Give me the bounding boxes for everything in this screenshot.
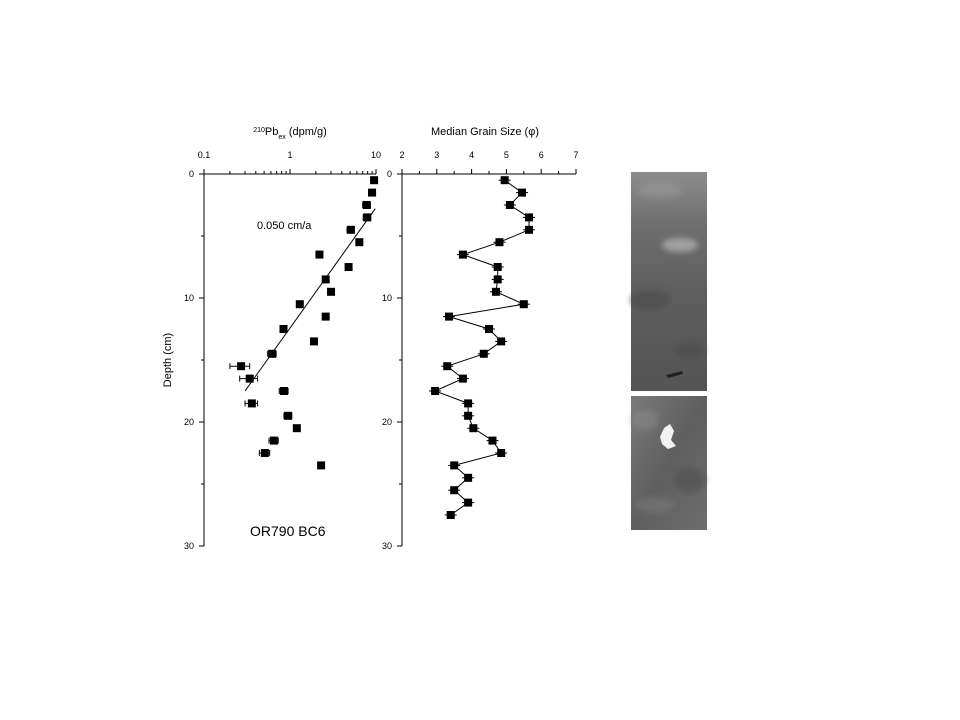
gs-data-point bbox=[464, 399, 473, 408]
gs-data-point bbox=[458, 374, 467, 383]
pb-data-point bbox=[260, 449, 269, 457]
gs-data-point bbox=[525, 213, 534, 222]
grain-size-marks bbox=[429, 176, 536, 519]
pb-data-point bbox=[363, 213, 372, 222]
core-label: OR790 BC6 bbox=[250, 523, 326, 539]
gs-data-point bbox=[446, 511, 455, 519]
gs-data-point bbox=[464, 411, 473, 420]
gs-data-point bbox=[493, 263, 502, 271]
gs-y-tick-label: 30 bbox=[382, 541, 392, 551]
gs-data-point bbox=[444, 312, 453, 321]
gs-x-tick-label: 5 bbox=[504, 150, 509, 160]
gs-series-line bbox=[433, 179, 530, 516]
grain-size-axis-title: Median Grain Size (φ) bbox=[431, 126, 539, 138]
pb-data-point bbox=[279, 387, 288, 395]
gs-data-point bbox=[464, 498, 473, 507]
gs-data-point bbox=[485, 325, 493, 333]
gs-y-tick-label: 0 bbox=[387, 169, 392, 179]
pb-data-point bbox=[317, 461, 326, 470]
pb-data-point bbox=[295, 300, 304, 309]
pb-data-point bbox=[346, 225, 355, 234]
gs-data-point bbox=[495, 238, 504, 247]
pb-axis-title-iso: 210 bbox=[253, 127, 265, 134]
pb-data-point bbox=[321, 275, 330, 284]
gs-data-point bbox=[431, 387, 440, 395]
sedimentation-rate-annotation: 0.050 cm/a bbox=[257, 220, 312, 232]
gs-data-point bbox=[443, 362, 452, 371]
pb-data-point bbox=[237, 362, 246, 371]
pb-y-tick-label: 10 bbox=[184, 293, 194, 303]
grain-size-panel: Median Grain Size (φ) 2 3 4 5 6 7 0 10 20 30 bbox=[382, 126, 579, 551]
gs-x-tick-label: 4 bbox=[469, 150, 474, 160]
gs-data-point bbox=[500, 176, 509, 185]
pb-data-point bbox=[327, 287, 336, 296]
grain-size-axis-title-close: ) bbox=[535, 126, 539, 138]
gs-data-point bbox=[493, 275, 502, 284]
gs-data-point bbox=[497, 337, 506, 346]
pb-axis-title: 210Pbex (dpm/g) bbox=[253, 126, 327, 141]
gs-data-point bbox=[450, 461, 459, 470]
pb-data-point bbox=[247, 399, 256, 408]
core-bright-clast bbox=[660, 424, 676, 449]
pb-x-tick-label: 1 bbox=[287, 150, 292, 160]
gs-y-tick-label: 20 bbox=[382, 417, 392, 427]
gs-x-tick-label: 7 bbox=[573, 150, 578, 160]
depth-axis-title: Depth (cm) bbox=[162, 333, 174, 387]
core-texture bbox=[630, 182, 706, 513]
gs-x-tick-label: 3 bbox=[434, 150, 439, 160]
pb-data-point bbox=[344, 263, 353, 271]
pb-data-point bbox=[245, 374, 254, 383]
pb-axis-title-sub: ex bbox=[278, 134, 286, 141]
gs-data-point bbox=[450, 486, 459, 495]
pb-data-point bbox=[292, 424, 301, 433]
gs-x-tick-label: 6 bbox=[539, 150, 544, 160]
core-dark-streak bbox=[666, 371, 683, 378]
pb-regression-line bbox=[244, 208, 376, 392]
pb-axes: 0.1 1 10 0 10 20 30 bbox=[184, 150, 381, 551]
gs-data-point bbox=[458, 250, 467, 259]
pb-x-tick-label: 10 bbox=[371, 150, 381, 160]
pb-data-point bbox=[370, 176, 379, 185]
pb-data-point bbox=[368, 188, 377, 197]
pb-data-point bbox=[309, 337, 318, 346]
gs-y-tick-label: 10 bbox=[382, 293, 392, 303]
gs-data-point bbox=[497, 449, 506, 457]
pb-y-tick-label: 20 bbox=[184, 417, 194, 427]
gs-data-point bbox=[479, 349, 488, 358]
pb-y-tick-label: 30 bbox=[184, 541, 194, 551]
gs-data-point bbox=[491, 287, 500, 296]
gs-data-point bbox=[488, 436, 497, 445]
gs-data-point bbox=[525, 225, 534, 234]
pb-data-point bbox=[362, 201, 371, 209]
grain-size-axis-title-text: Median Grain Size ( bbox=[431, 126, 529, 138]
pb-data-point bbox=[315, 250, 324, 259]
core-upper-section bbox=[631, 172, 707, 391]
pb-data-point bbox=[284, 411, 293, 420]
gs-data-point bbox=[469, 424, 478, 433]
gs-data-point bbox=[519, 300, 528, 309]
grain-size-axes: 2 3 4 5 6 7 0 10 20 30 bbox=[382, 150, 579, 551]
gs-x-tick-label: 2 bbox=[399, 150, 404, 160]
pb-x-tick-label: 0.1 bbox=[198, 150, 211, 160]
pb-data-point bbox=[279, 325, 288, 333]
gs-data-point bbox=[518, 188, 527, 197]
pb-data-point bbox=[321, 312, 330, 321]
gs-data-point bbox=[464, 473, 473, 482]
pb-data-point bbox=[355, 238, 364, 247]
pb-data-point bbox=[268, 349, 277, 358]
pb-marks bbox=[229, 176, 379, 470]
pb-y-tick-label: 0 bbox=[189, 169, 194, 179]
gs-data-point bbox=[505, 201, 514, 209]
pb-panel: 210Pbex (dpm/g) Depth (cm) 0.1 1 10 0 10 20 30… bbox=[162, 126, 381, 551]
core-xray-image bbox=[630, 172, 707, 530]
pb-data-point bbox=[269, 436, 278, 445]
pb-axis-title-unit: (dpm/g) bbox=[286, 126, 327, 138]
pb-axis-title-base: Pb bbox=[265, 126, 278, 138]
phi-symbol: φ bbox=[528, 126, 535, 138]
